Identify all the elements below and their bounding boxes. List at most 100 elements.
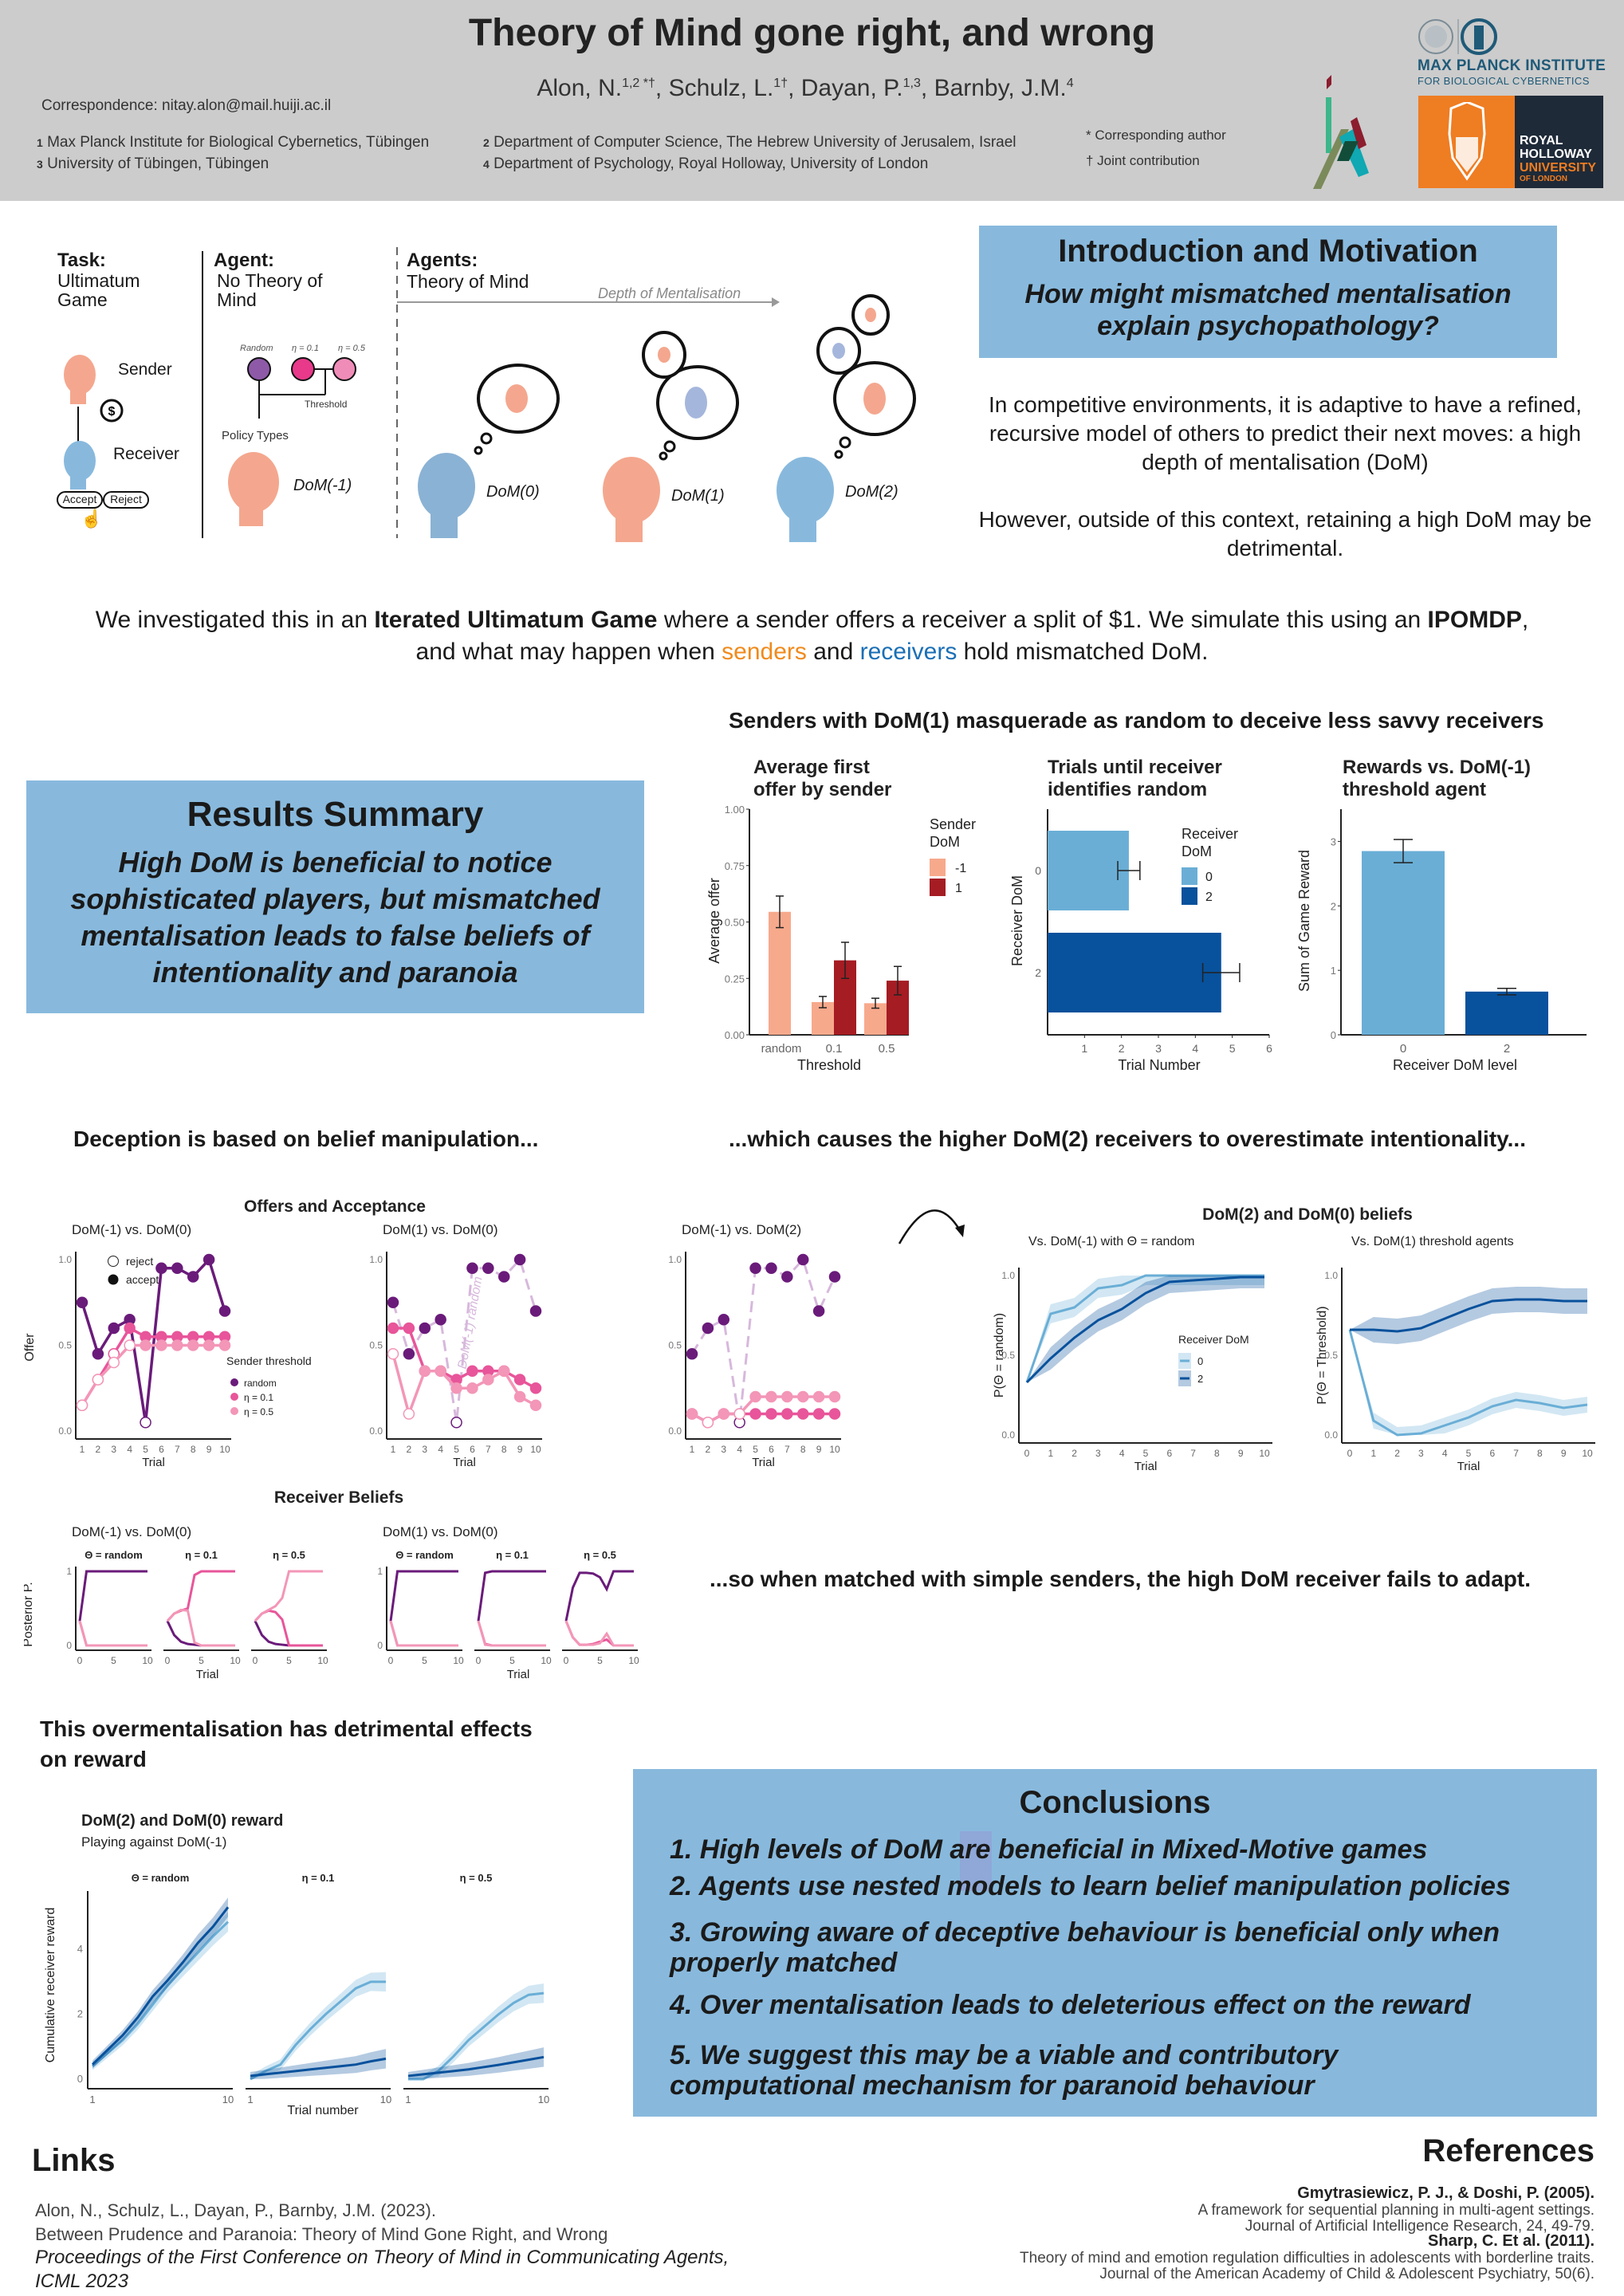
reject-point bbox=[450, 1417, 462, 1429]
x-tick-label: 10 bbox=[530, 1444, 541, 1455]
y-tick-label: 0.5 bbox=[58, 1340, 72, 1351]
nested-thought-cloud-icon bbox=[642, 331, 739, 461]
chart-title: offer by sender bbox=[753, 779, 891, 800]
thought-cloud-icon bbox=[474, 364, 560, 455]
x-tick-label: 10 bbox=[230, 1655, 241, 1666]
x-tick-label: 5 bbox=[597, 1655, 603, 1666]
x-tick-label: 1 bbox=[690, 1444, 695, 1455]
dollar-coin-icon: $ bbox=[100, 399, 124, 423]
y-tick-label: 1 bbox=[66, 1566, 72, 1577]
dom0-label: DoM(0) bbox=[486, 483, 540, 501]
x-tick-label: 5 bbox=[509, 1655, 515, 1666]
legend-title: Sender bbox=[930, 816, 976, 832]
x-tick-label: 9 bbox=[517, 1444, 523, 1455]
x-tick-label: 8 bbox=[1214, 1448, 1220, 1459]
mpi-logo-subtext: FOR BIOLOGICAL CYBERNETICS bbox=[1418, 75, 1590, 87]
accept-point bbox=[529, 1305, 542, 1317]
fails-to-adapt-heading: ...so when matched with simple senders, … bbox=[710, 1567, 1532, 1591]
correspondence-email[interactable]: Correspondence: nitay.alon@mail.huiji.ac… bbox=[41, 97, 332, 114]
x-tick-label: 9 bbox=[206, 1444, 212, 1455]
legend-label: accept bbox=[126, 1273, 159, 1286]
diagram-shapes: $ ☝ bbox=[57, 247, 916, 542]
x-tick-label: 1 bbox=[405, 2094, 411, 2105]
accept-point bbox=[828, 1408, 841, 1420]
x-tick-label: 10 bbox=[142, 1655, 153, 1666]
y-tick-label: 0 bbox=[1035, 864, 1041, 877]
accept-point bbox=[92, 1348, 104, 1360]
legend-swatch bbox=[230, 1407, 238, 1415]
series-line bbox=[1025, 1276, 1264, 1384]
x-tick-label: 0 bbox=[253, 1655, 258, 1666]
x-axis-label: Trial bbox=[196, 1668, 219, 1681]
accept-point bbox=[781, 1408, 793, 1420]
x-tick-label: 0 bbox=[1024, 1448, 1030, 1459]
y-tick-label: 2 bbox=[77, 2008, 83, 2020]
y-tick-label: 2 bbox=[1331, 900, 1336, 912]
accept-button-icon bbox=[57, 491, 103, 509]
reject-point bbox=[140, 1417, 151, 1429]
accept-point bbox=[435, 1314, 446, 1326]
x-tick-label: 0.1 bbox=[826, 1042, 843, 1056]
y-tick-label: 0 bbox=[1331, 1029, 1336, 1041]
accept-point bbox=[497, 1271, 510, 1283]
accept-point bbox=[686, 1348, 698, 1360]
accept-point bbox=[203, 1339, 215, 1351]
reject-point bbox=[76, 1399, 88, 1411]
reject-point bbox=[124, 1339, 136, 1351]
x-tick-label: 10 bbox=[1259, 1448, 1270, 1459]
curved-arrow-icon bbox=[898, 1209, 962, 1244]
y-tick-label: 1.0 bbox=[58, 1254, 72, 1265]
author-affiliation-mark: 1,2 *† bbox=[622, 77, 655, 90]
facet-label: η = 0.5 bbox=[273, 1549, 305, 1561]
chart-title: Average first bbox=[753, 757, 870, 778]
accept-point bbox=[419, 1322, 431, 1335]
x-tick-label: 3 bbox=[1418, 1448, 1424, 1459]
y-tick-label: 0.50 bbox=[725, 917, 745, 929]
x-tick-label: 4 bbox=[1119, 1448, 1125, 1459]
series-line bbox=[393, 1327, 537, 1390]
accept-point bbox=[765, 1262, 777, 1274]
x-tick-label: 3 bbox=[1155, 1042, 1162, 1055]
series-line bbox=[691, 1395, 835, 1425]
depth-arrow-head bbox=[772, 297, 780, 307]
legend-label: 0 bbox=[1205, 871, 1213, 884]
chart-subtitle: Playing against DoM(-1) bbox=[81, 1834, 226, 1850]
chart-title: Receiver Beliefs bbox=[274, 1488, 403, 1507]
y-tick-label: 4 bbox=[77, 1943, 83, 1955]
x-tick-label: 8 bbox=[800, 1444, 806, 1455]
chart-title: DoM(2) and DoM(0) beliefs bbox=[1202, 1205, 1413, 1224]
bar bbox=[1465, 991, 1548, 1035]
panel-title: DoM(1) vs. DoM(0) bbox=[383, 1222, 498, 1237]
receiver-label: Receiver bbox=[113, 445, 179, 463]
series-line bbox=[1350, 1298, 1587, 1333]
chart-title: threshold agent bbox=[1343, 779, 1486, 800]
accept-point bbox=[781, 1271, 793, 1283]
x-tick-label: 10 bbox=[380, 2094, 391, 2105]
series-line bbox=[78, 1620, 147, 1647]
x-tick-label: 6 bbox=[1266, 1042, 1272, 1055]
overestimate-heading: ...which causes the higher DoM(2) receiv… bbox=[729, 1126, 1526, 1151]
x-tick-label: 1 bbox=[247, 2094, 253, 2105]
accept-point bbox=[749, 1390, 761, 1403]
x-tick-label: 0 bbox=[77, 1655, 83, 1666]
y-tick-label: 1 bbox=[377, 1566, 383, 1577]
series-line bbox=[81, 1343, 225, 1406]
link-citation-venue[interactable]: Proceedings of the First Conference on T… bbox=[35, 2247, 729, 2268]
overmentalisation-heading: This overmentalisation has detrimental e… bbox=[40, 1716, 533, 1771]
series-line bbox=[391, 1353, 537, 1419]
panel-title: Vs. DoM(1) threshold agents bbox=[1351, 1235, 1514, 1248]
conclusion-item-3: 3. Growing aware of deceptive behaviour … bbox=[670, 1917, 1500, 1978]
link-citation-authors[interactable]: Alon, N., Schulz, L., Dayan, P., Barnby,… bbox=[35, 2200, 436, 2220]
eta01-policy-icon bbox=[291, 357, 315, 381]
accept-point bbox=[796, 1253, 809, 1266]
link-citation-title[interactable]: Between Prudence and Paranoia: Theory of… bbox=[35, 2224, 608, 2244]
x-tick-label: 5 bbox=[199, 1655, 204, 1666]
series-line bbox=[477, 1620, 546, 1647]
results-text: High DoM is beneficial to notice sophist… bbox=[70, 846, 600, 989]
x-tick-label: 7 bbox=[1513, 1448, 1519, 1459]
accept-point bbox=[529, 1399, 542, 1411]
accept-point bbox=[403, 1322, 415, 1335]
x-tick-label: 0 bbox=[1400, 1042, 1406, 1056]
facet-label: η = 0.5 bbox=[460, 1872, 493, 1884]
y-axis-label: Posterior P. bbox=[24, 1582, 35, 1647]
